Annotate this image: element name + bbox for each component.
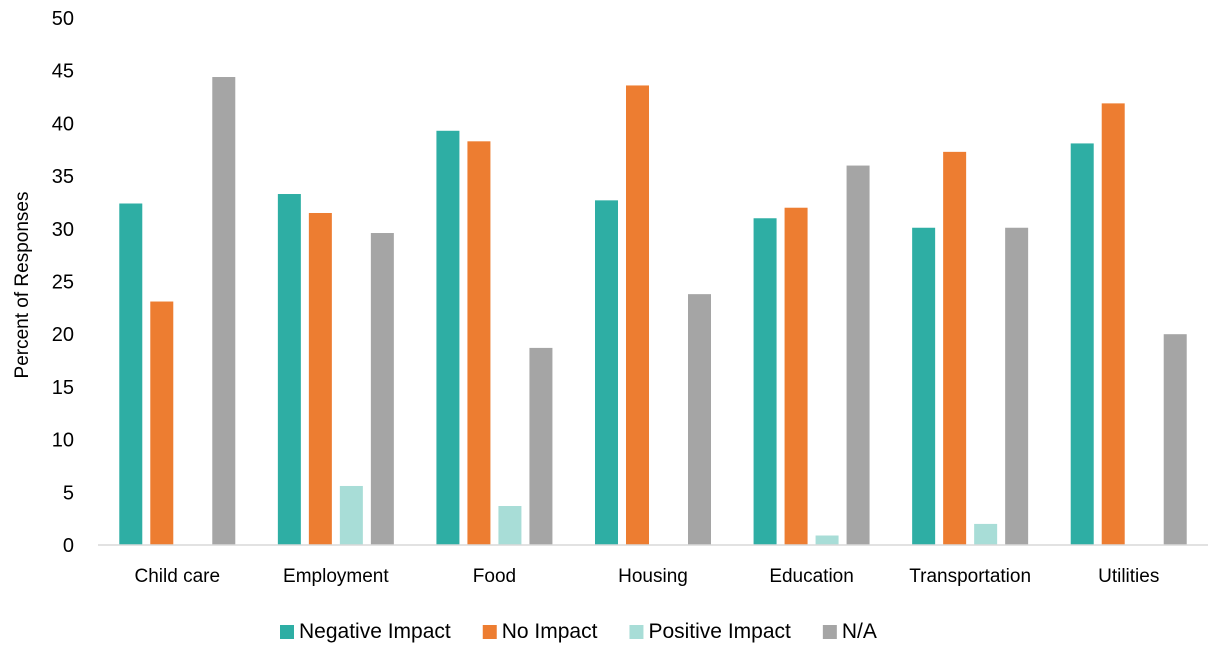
- legend-swatch: [482, 625, 497, 639]
- bar-no-impact-education: [784, 207, 808, 545]
- bar-negative-impact-utilities: [1070, 143, 1094, 545]
- bar-no-impact-transportation: [943, 151, 967, 545]
- bar-n-a-education: [846, 165, 870, 545]
- y-axis-ticks: 0 5 10 15 20 25 30 35 40 45 50: [52, 8, 74, 557]
- bar-negative-impact-housing: [595, 200, 618, 546]
- x-axis-ticks: Child care Employment Food Housing Education…: [135, 566, 1160, 587]
- bar-negative-impact-education: [753, 218, 777, 545]
- x-tick-label: Utilities: [1098, 566, 1159, 587]
- x-tick-label: Education: [769, 566, 854, 587]
- legend-swatch: [280, 625, 294, 639]
- legend-label: N/A: [842, 620, 877, 643]
- legend-swatch: [629, 625, 644, 639]
- y-tick-label: 20: [52, 324, 74, 346]
- y-tick-label: 45: [52, 61, 74, 83]
- y-tick-label: 5: [63, 482, 74, 504]
- bar-negative-impact-food: [436, 130, 460, 545]
- y-tick-label: 30: [52, 219, 74, 241]
- x-tick-label: Housing: [618, 566, 688, 587]
- bar-no-impact-housing: [626, 85, 649, 546]
- y-tick-label: 40: [52, 113, 74, 135]
- y-tick-label: 25: [52, 272, 74, 294]
- bar-negative-impact-employment: [277, 194, 301, 545]
- bar-n-a-child-care: [212, 77, 236, 546]
- bar-positive-impact-education: [815, 535, 839, 545]
- y-tick-label: 35: [52, 166, 74, 188]
- bar-no-impact-food: [467, 141, 491, 545]
- bar-negative-impact-transportation: [912, 227, 936, 545]
- x-tick-label: Child care: [135, 566, 221, 587]
- bar-no-impact-utilities: [1101, 103, 1125, 546]
- y-tick-label: 10: [52, 430, 74, 452]
- bar-n-a-food: [529, 347, 553, 545]
- bar-no-impact-employment: [308, 212, 332, 546]
- bar-positive-impact-transportation: [974, 523, 998, 545]
- bar-n-a-transportation: [1005, 227, 1029, 545]
- x-tick-label: Transportation: [909, 566, 1031, 587]
- bar-no-impact-child-care: [150, 301, 174, 545]
- y-tick-label: 50: [52, 8, 74, 30]
- x-tick-label: Food: [473, 566, 516, 587]
- legend-swatch: [822, 625, 837, 639]
- bar-n-a-employment: [370, 233, 394, 546]
- y-axis-label: Percent of Responses: [12, 192, 33, 379]
- bar-n-a-utilities: [1163, 334, 1187, 545]
- bar-negative-impact-child-care: [119, 203, 143, 545]
- bar-positive-impact-employment: [339, 485, 363, 545]
- legend-label: No Impact: [502, 620, 598, 643]
- y-tick-label: 15: [52, 377, 74, 399]
- legend-label: Negative Impact: [299, 620, 451, 643]
- x-tick-label: Employment: [283, 566, 389, 587]
- y-tick-label: 0: [63, 535, 74, 557]
- bar-positive-impact-food: [498, 506, 522, 545]
- bars: [119, 77, 1187, 546]
- legend-label: Positive Impact: [648, 620, 791, 643]
- bar-n-a-housing: [688, 294, 711, 545]
- legend: Negative Impact No Impact Positive Impact N…: [280, 620, 877, 643]
